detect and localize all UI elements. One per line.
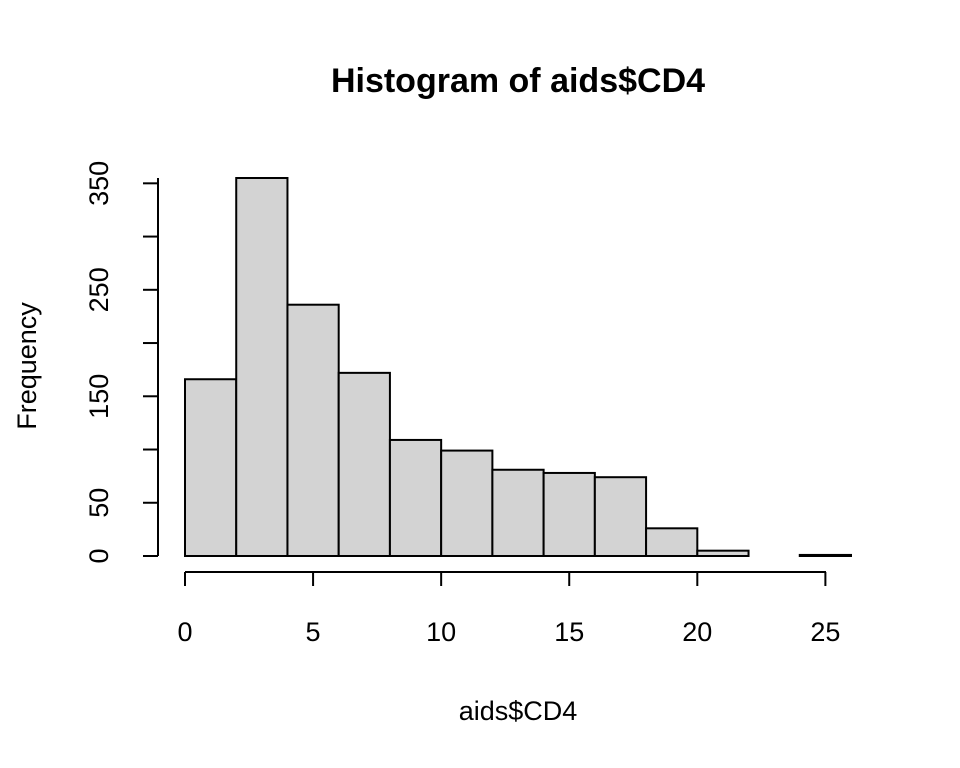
histogram-bar — [440, 449, 494, 557]
x-axis: 0 5 10 15 20 25 — [177, 571, 840, 647]
x-axis-ticks: 0 5 10 15 20 25 — [177, 572, 840, 647]
y-tick-label: 250 — [84, 267, 114, 312]
histogram-bars — [184, 177, 852, 558]
histogram-bar — [798, 553, 852, 558]
histogram-bar — [593, 476, 648, 557]
y-tick-label: 50 — [84, 488, 114, 518]
chart-title: Histogram of aids$CD4 — [331, 62, 705, 100]
x-axis-label: aids$CD4 — [459, 696, 578, 726]
histogram-bar — [235, 177, 289, 557]
histogram-bar — [542, 471, 596, 557]
histogram-bar — [388, 438, 443, 557]
y-axis-label: Frequency — [12, 302, 42, 430]
histogram-bar — [286, 303, 340, 558]
histogram-bar — [645, 527, 699, 557]
x-tick-label: 20 — [682, 617, 712, 647]
x-tick-label: 25 — [810, 617, 840, 647]
y-tick-label: 150 — [84, 374, 114, 419]
histogram-bar — [337, 371, 391, 557]
histogram-bar — [696, 549, 750, 558]
histogram-bar — [491, 468, 545, 557]
x-tick-label: 15 — [554, 617, 584, 647]
y-tick-label: 0 — [84, 548, 114, 563]
x-tick-label: 5 — [306, 617, 321, 647]
y-tick-label: 350 — [84, 161, 114, 206]
y-axis-ticks: 0 50 150 250 350 — [84, 161, 158, 564]
y-axis: 0 50 150 250 350 — [84, 161, 159, 564]
histogram-bar — [184, 378, 238, 557]
x-tick-label: 10 — [426, 617, 456, 647]
x-tick-label: 0 — [177, 617, 192, 647]
